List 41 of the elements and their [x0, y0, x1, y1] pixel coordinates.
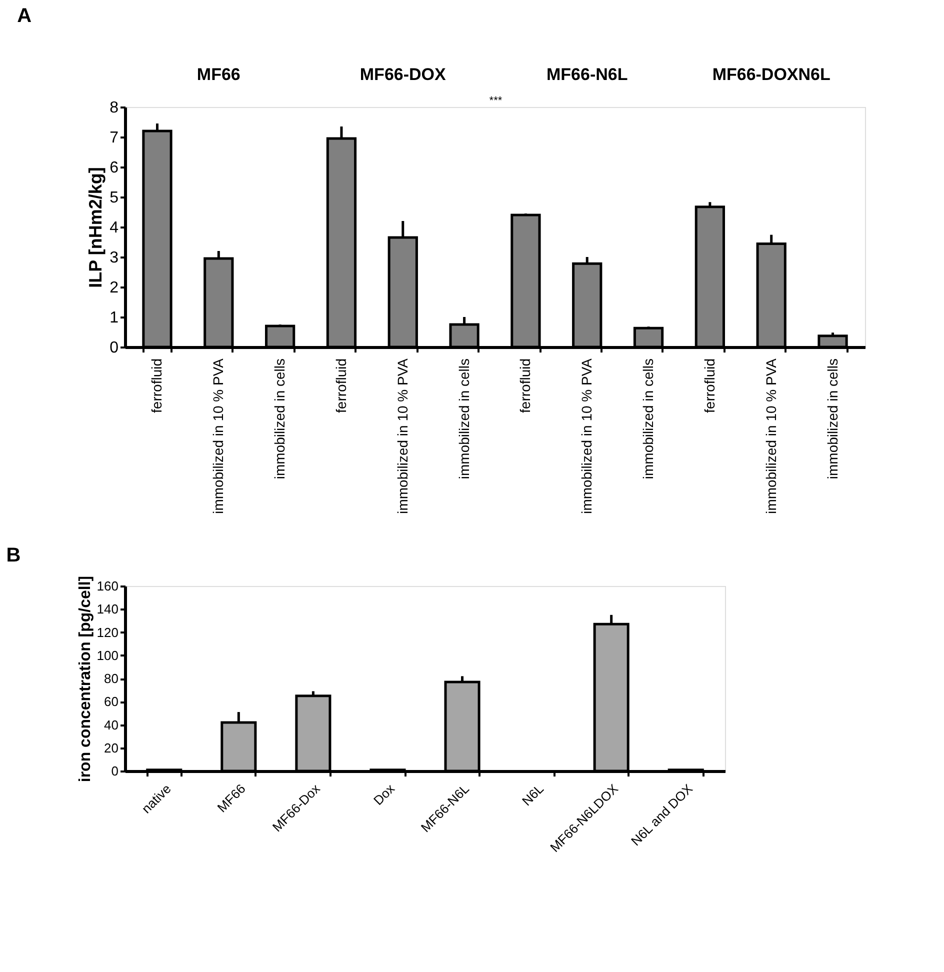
x-tick-label: immobilized in cells — [640, 358, 656, 480]
y-tick-label: 5 — [110, 190, 119, 206]
y-tick-label: 120 — [96, 624, 118, 640]
x-tick-label: immobilized in 10 % PVA — [578, 358, 595, 514]
y-tick-label: 8 — [110, 100, 119, 116]
x-tick-label: Dox — [370, 780, 398, 808]
x-tick-label: immobilized in cells — [456, 358, 472, 480]
x-tick-label: immobilized in cells — [824, 358, 840, 480]
x-tick-label: immobilized in 10 % PVA — [762, 358, 779, 514]
y-tick-label: 40 — [104, 717, 118, 732]
y-tick-label: 0 — [111, 764, 118, 778]
y-tick-label: 3 — [110, 250, 119, 266]
chart-title: A — [17, 5, 32, 27]
x-tick-label: N6L — [519, 781, 546, 809]
x-tick-label: immobilized in 10 % PVA — [394, 358, 410, 514]
y-tick-label: 7 — [110, 130, 119, 146]
chart-title: B — [6, 544, 21, 566]
y-tick-label: 4 — [110, 220, 119, 236]
y-tick-label: 6 — [110, 160, 119, 176]
text: MF66-DOX — [360, 65, 447, 84]
y-tick-label: 0 — [110, 340, 119, 356]
text: *** — [489, 95, 503, 107]
x-tick-label: ferrofluid — [517, 358, 534, 413]
text: MF66 — [196, 65, 240, 84]
x-tick-label: ferrofluid — [701, 358, 718, 413]
y-tick-label: 20 — [104, 740, 118, 756]
y-tick-label: 160 — [96, 578, 118, 594]
y-axis-title: ILP [nHm2/kg] — [86, 167, 106, 288]
text: MF66-DOXN6L — [712, 65, 830, 84]
x-tick-label: ferrofluid — [148, 358, 165, 413]
x-tick-label: immobilized in cells — [272, 358, 288, 480]
text: MF66-N6L — [546, 65, 628, 84]
y-tick-label: 140 — [96, 602, 118, 617]
y-tick-label: 80 — [104, 671, 118, 686]
y-axis-title: iron concentration [pg/cell] — [76, 576, 94, 782]
x-tick-label: ferrofluid — [332, 358, 349, 413]
y-tick-label: 1 — [110, 310, 119, 326]
y-tick-label: 2 — [110, 280, 119, 296]
y-tick-label: 60 — [104, 694, 118, 710]
x-tick-label: immobilized in 10 % PVA — [210, 358, 226, 514]
y-tick-label: 100 — [96, 648, 118, 663]
